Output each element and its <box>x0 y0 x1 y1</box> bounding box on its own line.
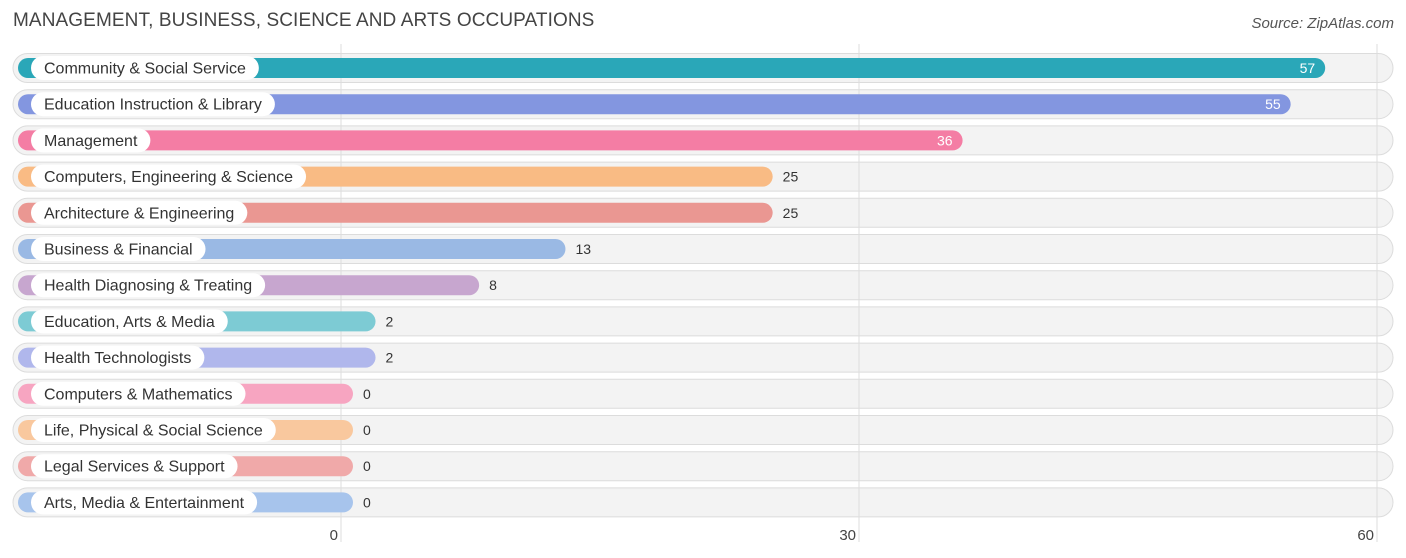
value-label: 36 <box>937 132 953 148</box>
value-label: 13 <box>575 241 591 257</box>
category-label-pill <box>31 200 248 225</box>
category-label: Management <box>44 133 138 150</box>
value-label: 57 <box>1300 60 1316 76</box>
x-tick-label: 60 <box>1357 527 1374 544</box>
category-label: Computers & Mathematics <box>44 386 233 403</box>
category-label-pill <box>31 164 307 189</box>
value-label: 0 <box>363 422 371 438</box>
category-label-pill <box>31 381 246 406</box>
value-label: 0 <box>363 386 371 402</box>
value-label: 25 <box>783 205 799 221</box>
value-label: 8 <box>489 277 497 293</box>
category-label-pill <box>31 309 228 334</box>
category-label: Education, Arts & Media <box>44 314 215 331</box>
category-label: Arts, Media & Entertainment <box>44 495 245 512</box>
value-label: 0 <box>363 494 371 510</box>
category-label-pill <box>31 56 259 80</box>
category-label: Computers, Engineering & Science <box>44 169 293 186</box>
row-background <box>12 487 1394 518</box>
value-label: 55 <box>1265 96 1281 112</box>
category-label: Health Diagnosing & Treating <box>44 278 252 295</box>
category-label-pill <box>31 237 206 261</box>
x-tick-label: 0 <box>330 527 338 544</box>
category-label: Education Instruction & Library <box>44 97 262 114</box>
category-label-pill <box>31 418 276 442</box>
bar <box>18 58 1326 78</box>
row-background <box>12 415 1394 445</box>
category-label-pill <box>31 345 205 370</box>
chart-source: Source: ZipAtlas.com <box>1251 15 1394 32</box>
category-label: Architecture & Engineering <box>44 205 234 222</box>
category-label: Health Technologists <box>44 350 191 367</box>
row-background <box>12 451 1394 482</box>
category-label: Legal Services & Support <box>44 459 225 476</box>
category-label-pill <box>31 490 258 515</box>
value-label: 25 <box>783 169 799 185</box>
category-label: Community & Social Service <box>44 61 246 78</box>
x-tick-label: 30 <box>839 527 856 544</box>
category-label-pill <box>31 273 266 298</box>
value-label: 2 <box>386 313 394 329</box>
category-label: Business & Financial <box>44 242 193 259</box>
row-background <box>12 378 1394 409</box>
category-label: Life, Physical & Social Science <box>44 423 263 440</box>
value-label: 2 <box>386 350 394 366</box>
category-label-pill <box>31 92 275 117</box>
category-label-pill <box>31 454 238 479</box>
bar <box>18 130 963 151</box>
category-label-pill <box>31 128 151 153</box>
value-label: 0 <box>363 458 371 474</box>
bar <box>18 94 1291 115</box>
chart-title: MANAGEMENT, BUSINESS, SCIENCE AND ARTS O… <box>13 10 595 31</box>
